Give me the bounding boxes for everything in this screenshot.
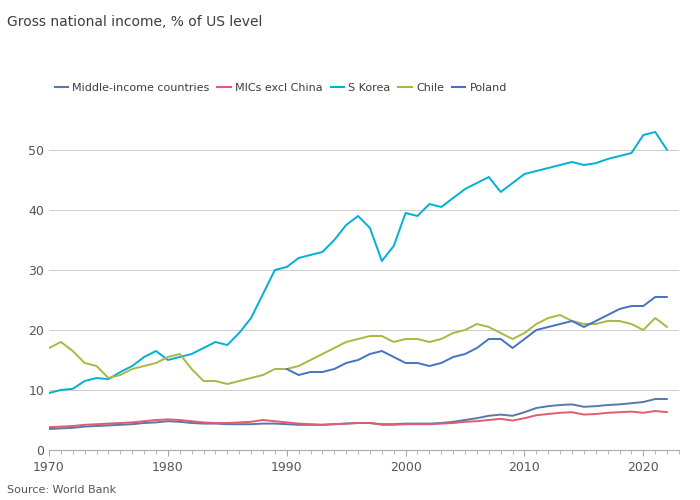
Legend: Middle-income countries, MICs excl China, S Korea, Chile, Poland: Middle-income countries, MICs excl China… <box>55 82 507 92</box>
Text: Source: World Bank: Source: World Bank <box>7 485 116 495</box>
Text: Gross national income, % of US level: Gross national income, % of US level <box>7 15 262 29</box>
